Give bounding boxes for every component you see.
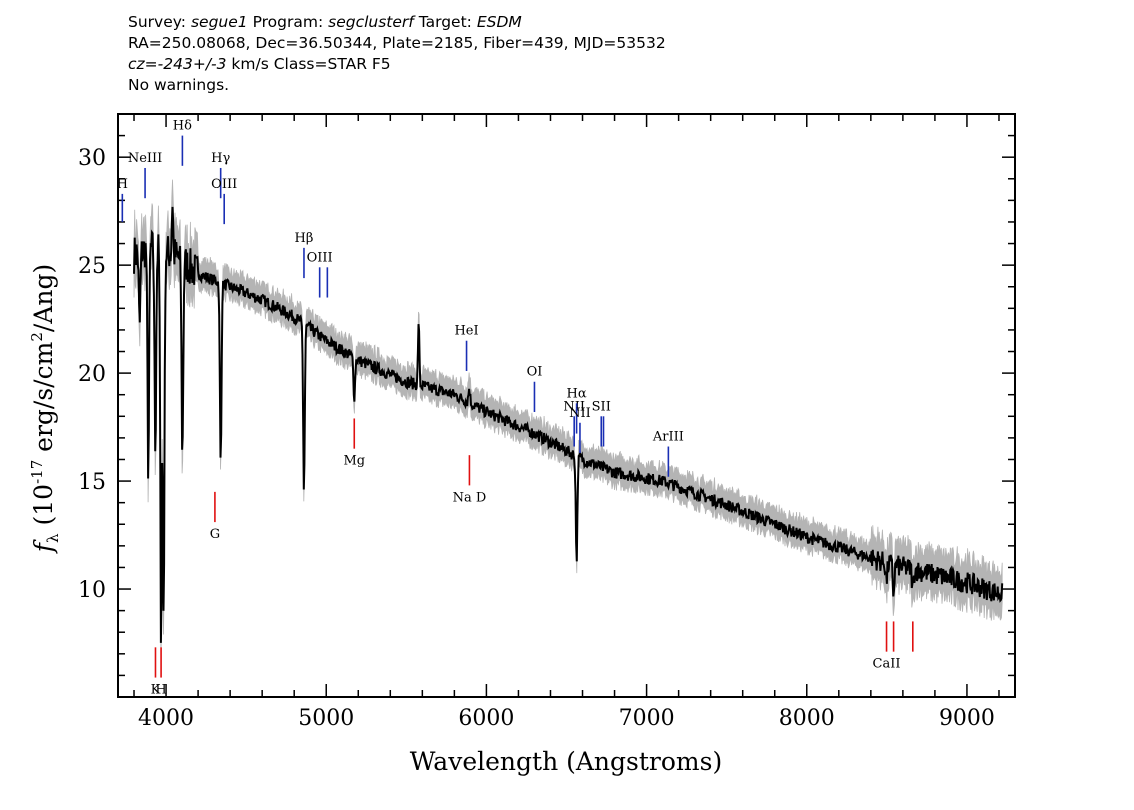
survey-label: Survey: (128, 13, 187, 31)
program-label: Program: (252, 13, 324, 31)
emission-line-label: NII (569, 406, 591, 421)
y-tick-label: 30 (78, 146, 106, 171)
header-line-survey: Survey: segue1 Program: segclusterf Targ… (128, 12, 666, 33)
emission-line-label: NII (563, 399, 585, 414)
emission-line-label: NeIII (128, 151, 162, 166)
absorption-line-label: CaII (873, 657, 901, 672)
emission-line-label: Hγ (211, 151, 230, 166)
ylabel-unit-a: (10 (29, 484, 58, 534)
ylabel-unit-b: erg/s/cm (29, 341, 58, 459)
absorption-line-label: Mg (343, 454, 365, 469)
program-value: segclusterf (328, 13, 414, 31)
ylabel-flux: f (29, 539, 58, 554)
x-tick-label: 5000 (298, 706, 354, 731)
emission-line-label: Hα (567, 386, 587, 401)
error-band (133, 179, 1003, 667)
ylabel-unit-c: /Ang) (29, 264, 58, 332)
y-tick-label: 25 (78, 254, 106, 279)
x-tick-label: 6000 (458, 706, 514, 731)
axis-ticks: 4000 5000 6000 7000 8000 9000 10 15 20 25 30 (78, 113, 1015, 731)
cz-class: km/s Class=STAR F5 (226, 55, 391, 73)
emission-line-label: Hδ (173, 119, 192, 134)
absorption-line-label: K (151, 683, 161, 698)
x-tick-label: 8000 (779, 706, 835, 731)
y-tick-label: 15 (78, 470, 106, 495)
ylabel-exponent: -17 (28, 460, 46, 484)
x-tick-label: 4000 (138, 706, 194, 731)
emission-line-label: SII (592, 399, 611, 414)
cz-label: cz= (128, 55, 158, 73)
emission-line-label: OIII (211, 177, 237, 192)
survey-value: segue1 (190, 13, 248, 31)
header-line-redshift: cz=-243+/-3 km/s Class=STAR F5 (128, 54, 666, 75)
spectrum-line (133, 206, 1004, 643)
absorption-line-label: Na D (453, 490, 487, 505)
spectrum-flux-line (133, 206, 1004, 643)
absorption-line-label: H (155, 683, 166, 698)
header-line-coordinates: RA=250.08068, Dec=36.50344, Plate=2185, … (128, 34, 666, 52)
emission-line-label: OIII (307, 250, 333, 265)
header-line-warnings: No warnings. (128, 76, 230, 94)
y-tick-label: 10 (78, 578, 106, 603)
emission-line-label: H (117, 177, 128, 192)
x-axis-title: Wavelength (Angstroms) (410, 747, 722, 776)
y-tick-label: 20 (78, 362, 106, 387)
ylabel-squared: 2 (28, 332, 46, 342)
emission-line-label: HeI (454, 324, 478, 339)
target-label: Target: (418, 13, 472, 31)
x-tick-label: 9000 (939, 706, 995, 731)
y-axis-title: fλ (10-17 erg/s/cm2/Ang) (28, 264, 62, 554)
target-value: ESDM (476, 13, 522, 31)
absorption-line-label: G (210, 527, 220, 542)
error-band-area (133, 179, 1003, 667)
emission-line-label: Hβ (295, 231, 314, 246)
cz-value: -243+/-3 (157, 55, 227, 73)
x-tick-label: 7000 (619, 706, 675, 731)
emission-line-label: ArIII (652, 430, 684, 445)
plot-frame (117, 113, 1016, 698)
ylabel-lambda: λ (44, 533, 62, 543)
emission-line-label: OI (527, 365, 543, 380)
spectrum-header: Survey: segue1 Program: segclusterf Targ… (128, 12, 666, 96)
